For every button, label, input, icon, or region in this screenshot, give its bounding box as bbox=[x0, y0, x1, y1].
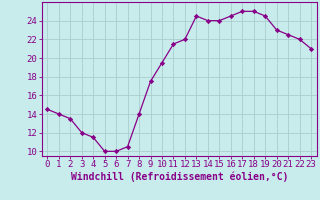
X-axis label: Windchill (Refroidissement éolien,°C): Windchill (Refroidissement éolien,°C) bbox=[70, 172, 288, 182]
